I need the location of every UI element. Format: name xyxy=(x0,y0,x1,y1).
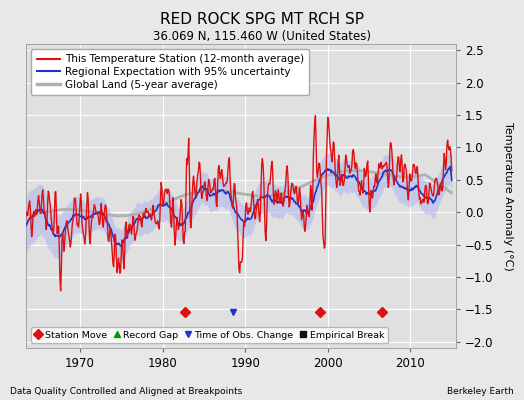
Text: Berkeley Earth: Berkeley Earth xyxy=(447,387,514,396)
Text: RED ROCK SPG MT RCH SP: RED ROCK SPG MT RCH SP xyxy=(160,12,364,27)
Y-axis label: Temperature Anomaly (°C): Temperature Anomaly (°C) xyxy=(503,122,513,270)
Text: 36.069 N, 115.460 W (United States): 36.069 N, 115.460 W (United States) xyxy=(153,30,371,43)
Legend: Station Move, Record Gap, Time of Obs. Change, Empirical Break: Station Move, Record Gap, Time of Obs. C… xyxy=(31,327,388,343)
Text: Data Quality Controlled and Aligned at Breakpoints: Data Quality Controlled and Aligned at B… xyxy=(10,387,243,396)
